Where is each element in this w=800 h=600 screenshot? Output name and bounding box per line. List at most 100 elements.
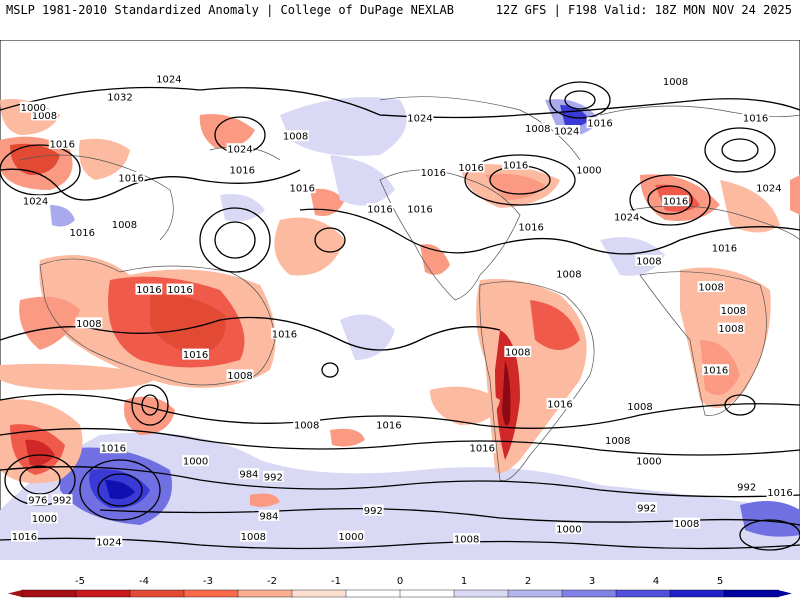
color-scale-segment <box>21 589 77 598</box>
isobar-label: 1008 <box>454 535 479 546</box>
isobar-label-bg <box>288 182 316 194</box>
isobar-label-bg <box>635 255 663 266</box>
isobar-label-bg <box>697 281 725 292</box>
isobar-labels: 1024 1032 1024 1016 1016 1016 1008 1024 1016 1016… <box>11 73 794 548</box>
isobar-label: 1008 <box>227 371 252 382</box>
isobar-label-bg <box>135 283 163 295</box>
isobar-label: 1008 <box>294 420 319 431</box>
color-scale-segment <box>615 589 671 598</box>
isobar-label: 1024 <box>554 127 579 138</box>
isobar-label: 1000 <box>32 514 57 525</box>
isobar-label-bg <box>457 161 485 173</box>
isobar-label-bg <box>27 494 49 506</box>
isobar-label: 992 <box>364 506 383 517</box>
isobar-label-bg <box>502 158 529 170</box>
isobar-label-bg <box>19 101 47 113</box>
isobar-label-bg <box>226 369 254 381</box>
color-scale-segment <box>453 589 509 598</box>
isobar-label-bg <box>406 112 434 123</box>
color-scale-tick-label: 1 <box>461 576 467 587</box>
isobar-label-bg <box>717 322 745 334</box>
isobar-label: 1016 <box>289 184 314 195</box>
isobar-label: 1008 <box>241 532 266 543</box>
isobar-label: 1016 <box>503 160 528 171</box>
isobar-label-bg <box>555 268 583 279</box>
color-scale-tick-label: 4 <box>653 576 659 587</box>
isobar-label: 1024 <box>156 75 181 86</box>
isobar-label: 1016 <box>101 444 126 455</box>
isobar-label: 1008 <box>718 324 743 335</box>
color-scale-tick-label: 3 <box>589 576 595 587</box>
isobar-label-bg <box>375 418 403 430</box>
isobar-label: 1016 <box>167 285 192 296</box>
isobar-label: 1016 <box>407 205 432 216</box>
isobar-label: 1032 <box>107 93 132 104</box>
map-title: MSLP 1981-2010 Standardized Anomaly | Co… <box>6 3 454 17</box>
isobar-label-bg <box>546 398 574 409</box>
color-scale-tick-label: 2 <box>525 576 531 587</box>
color-scale-segment <box>75 589 131 598</box>
isobar-label-bg <box>282 130 309 142</box>
isobar-label-bg <box>613 210 641 222</box>
isobar-label-bg <box>99 442 127 454</box>
isobar-label-bg <box>636 502 657 513</box>
isobar-label: 1008 <box>556 270 581 281</box>
isobar-label: 1016 <box>183 350 208 361</box>
color-scale-bar <box>8 589 792 598</box>
isobar-label-bg <box>673 517 701 529</box>
isobar-label-bg <box>293 418 321 430</box>
isobar-label: 1008 <box>283 132 308 143</box>
isobar-label: 1016 <box>272 329 297 340</box>
isobar-label: 992 <box>53 496 72 507</box>
isobar-label: 1016 <box>587 119 612 130</box>
isobar-label: 1016 <box>136 285 161 296</box>
model-run-valid-time: 12Z GFS | F198 Valid: 18Z MON NOV 24 202… <box>495 3 792 17</box>
isobar-label: 1008 <box>32 111 57 122</box>
isobar-label: 984 <box>239 470 258 481</box>
color-scale-segment <box>237 589 293 598</box>
color-scale-tick-label: -3 <box>203 576 213 587</box>
isobar-label-bg <box>662 75 689 87</box>
color-scale-ticks: -5 -4 -3 -2 -1 0 1 2 3 4 5 <box>75 576 723 587</box>
color-scale-segment <box>723 589 779 598</box>
isobar-label-bg <box>453 533 481 545</box>
isobar-label-bg <box>155 73 183 84</box>
isobar-label: 1000 <box>183 457 208 468</box>
isobar-label-bg <box>226 143 254 155</box>
isobar-label: 1016 <box>229 166 254 177</box>
isobar-label: 1016 <box>421 168 446 179</box>
isobar-label: 1008 <box>505 348 530 359</box>
isobar-label-bg <box>604 434 632 446</box>
isobar-label: 1024 <box>407 114 432 125</box>
isobar-label: 1000 <box>636 457 661 468</box>
isobar-label: 1024 <box>614 212 639 223</box>
color-scale-segment <box>183 589 239 598</box>
isobar-label: 1000 <box>21 103 46 114</box>
isobar-label-bg <box>337 530 365 542</box>
color-scale-tick-label: -1 <box>331 576 341 587</box>
color-scale-segment <box>507 589 563 598</box>
isobar-label-bg <box>31 512 58 524</box>
isobar-label: 1008 <box>698 283 723 294</box>
isobar-label: 1024 <box>96 537 121 548</box>
color-scale-segment <box>129 589 185 598</box>
isobar-label: 1016 <box>547 400 572 411</box>
isobar-label: 1016 <box>49 140 74 151</box>
color-scale-segment <box>399 589 455 598</box>
isobar-label: 992 <box>264 472 283 483</box>
isobar-label: 1008 <box>627 402 652 413</box>
isobar-label: 1008 <box>636 257 661 268</box>
color-scale-tick-label: 0 <box>397 576 403 587</box>
isobar-label-bg <box>742 112 769 123</box>
isobar-label-bg <box>406 203 434 214</box>
isobar-label-bg <box>11 530 38 542</box>
isobar-label: 984 <box>259 511 278 522</box>
isobar-label: 1016 <box>12 532 37 543</box>
isobar-label-bg <box>468 442 496 454</box>
isobar-label-bg <box>662 195 689 207</box>
isobar-label: 992 <box>737 483 756 494</box>
isobar-label: 1016 <box>367 205 392 216</box>
isobar-label: 1000 <box>576 166 601 177</box>
isobar-label-bg <box>766 486 794 498</box>
isobar-label: 1016 <box>118 173 143 184</box>
